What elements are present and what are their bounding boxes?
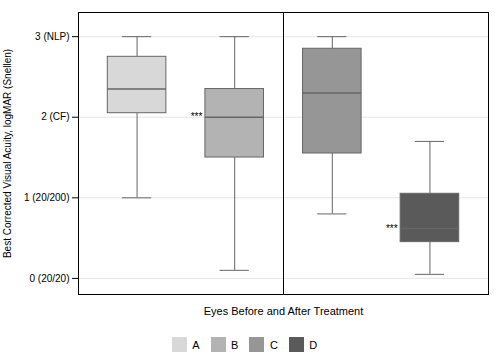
svg-text:0 (20/20): 0 (20/20): [29, 273, 69, 284]
svg-text:3 (NLP): 3 (NLP): [35, 31, 69, 42]
svg-text:***: ***: [191, 111, 203, 122]
svg-text:2 (CF): 2 (CF): [41, 111, 69, 122]
svg-text:Eyes Before and After Treatmen: Eyes Before and After Treatment: [204, 305, 364, 317]
html-text:B: B: [231, 338, 239, 351]
html-text:C: C: [269, 338, 278, 351]
svg-text:Best Corrected Visual Acuity,: Best Corrected Visual Acuity, logMAR (Sn…: [2, 49, 13, 258]
html-text:D: D: [309, 338, 318, 351]
html-text:A: A: [192, 338, 200, 351]
svg-text:1 (20/200): 1 (20/200): [24, 192, 70, 203]
svg-text:***: ***: [386, 223, 398, 234]
